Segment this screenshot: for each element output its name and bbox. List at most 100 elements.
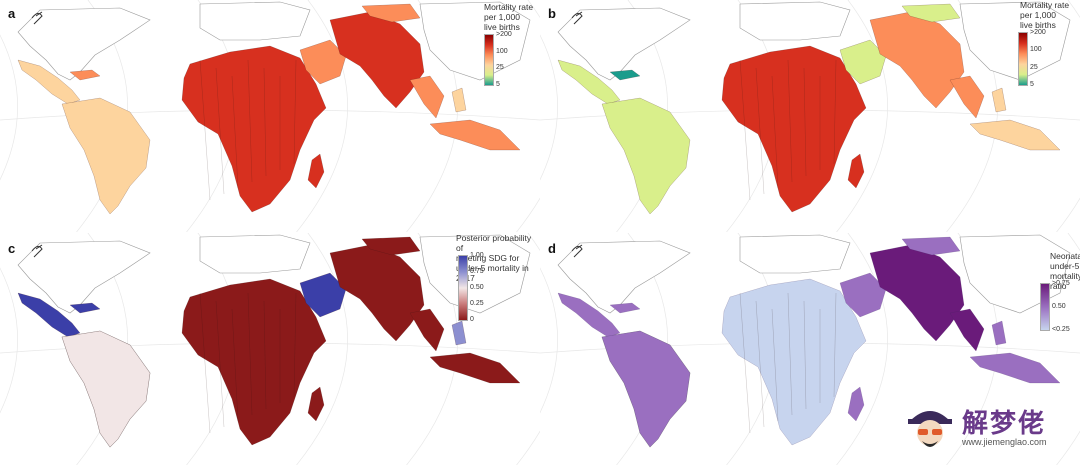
panel-letter-c: c <box>8 241 16 256</box>
region-south-asia <box>329 244 425 342</box>
legend-tick: 5 <box>496 81 500 88</box>
boundary-line <box>199 59 211 201</box>
region-indonesia <box>429 352 521 384</box>
legend-tick: 100 <box>1030 46 1042 54</box>
outline-east_asia <box>419 1 531 81</box>
boundary-line <box>755 300 765 428</box>
legend-tick: 0.50 <box>1052 303 1066 310</box>
boundary-line <box>231 308 239 422</box>
legend-tick: 0 <box>470 316 474 323</box>
legend-tick: >200 <box>496 31 512 38</box>
outline-europe <box>739 234 851 274</box>
region-south-am <box>601 330 691 448</box>
panel-letter-b: b <box>548 6 556 21</box>
graticule-line <box>1055 0 1080 232</box>
legend-title-line: under-5 mortality in 2017 <box>456 263 529 283</box>
boundary-line <box>771 75 779 189</box>
boundary-line <box>833 292 837 398</box>
region-south-am <box>61 97 151 215</box>
graticule-line <box>835 0 888 232</box>
legend-tick: 1.00 <box>470 252 484 259</box>
legend-tick: 0.75 <box>470 268 484 275</box>
boundary-line <box>771 308 779 422</box>
boundary-line <box>215 300 225 428</box>
boundary-line <box>215 67 225 195</box>
legend-tick: 25 <box>1030 63 1038 71</box>
graticule-line <box>835 233 888 465</box>
boundary-line <box>739 292 751 434</box>
region-south-asia <box>869 244 965 342</box>
region-africa <box>721 278 867 446</box>
legend-title-a: Mortality rate per 1,000 live births <box>484 2 533 32</box>
region-madagascar <box>307 153 325 189</box>
region-caribbean <box>69 302 101 314</box>
legend-tick: >200 <box>1030 29 1046 36</box>
region-africa <box>721 45 867 213</box>
graticule-line <box>515 233 540 465</box>
graticule-line <box>515 0 540 232</box>
compass-icon <box>31 244 43 258</box>
boundary-line <box>803 300 807 410</box>
region-arabia <box>299 272 347 318</box>
region-central-am <box>557 292 621 338</box>
boundary-line <box>739 59 751 201</box>
region-se-asia <box>409 75 445 119</box>
outline-europe <box>739 1 851 41</box>
map-c <box>0 233 540 465</box>
watermark-logo: 解梦佬 www.jiemenglao.com <box>904 399 1074 461</box>
legend-tick: 0.25 <box>470 300 484 307</box>
compass-icon <box>571 11 583 25</box>
legend-tick: 0.50 <box>470 284 484 291</box>
region-arabia <box>299 39 347 85</box>
region-madagascar <box>847 153 865 189</box>
graticule-line <box>295 0 348 232</box>
outline-europe <box>199 234 311 274</box>
legend-tick: <0.25 <box>1052 326 1070 333</box>
boundary-line <box>247 292 253 416</box>
region-se-asia <box>409 308 445 352</box>
panel-a: a Mortality rate per 1,000 live births >200 1… <box>0 0 540 232</box>
region-south-asia <box>869 11 965 109</box>
graticule-line <box>295 233 348 465</box>
region-caribbean <box>609 69 641 81</box>
graticule-line <box>1055 233 1080 465</box>
boundary-line <box>247 59 253 183</box>
boundary-line <box>263 300 267 410</box>
region-central-asia <box>361 236 421 256</box>
legend-title-line: under-5 <box>1050 261 1080 271</box>
region-madagascar <box>847 386 865 422</box>
legend-tick: >0.75 <box>1052 280 1070 287</box>
watermark-url: www.jiemenglao.com <box>962 437 1047 447</box>
legend-title-b: Mortality rate per 1,000 live births <box>1020 0 1069 30</box>
compass-icon <box>571 244 583 258</box>
legend-title-line: meeting SDG for <box>456 253 520 263</box>
panel-c: c Posterior probability of meeting SDG for… <box>0 233 540 465</box>
boundary-line <box>787 292 793 416</box>
boundary-line <box>833 59 837 165</box>
region-south-asia <box>329 11 425 109</box>
region-central-asia <box>901 3 961 23</box>
legend-title-line: live births <box>484 22 520 32</box>
legend-title-line: live births <box>1020 20 1056 30</box>
region-caribbean <box>69 69 101 81</box>
graticule-line <box>0 34 18 181</box>
legend-title-line: Mortality rate <box>484 2 534 12</box>
region-indonesia <box>969 352 1061 384</box>
legend-tick: 5 <box>1030 81 1034 88</box>
region-central-am <box>17 292 81 338</box>
boundary-line <box>803 67 807 177</box>
legend-title-c: Posterior probability of meeting SDG for u… <box>456 233 540 283</box>
region-indonesia <box>429 119 521 151</box>
boundary-line <box>263 67 267 177</box>
legend-colorbar-b <box>1018 32 1028 86</box>
panel-letter-a: a <box>8 6 16 21</box>
legend-title-line: Neonatal/ <box>1050 251 1080 261</box>
region-arabia <box>839 272 887 318</box>
boundary-line <box>199 292 211 434</box>
legend-tick: 25 <box>496 64 504 72</box>
panel-letter-d: d <box>548 241 556 256</box>
outline-east_asia <box>419 234 531 314</box>
legend-colorbar-a <box>484 34 494 86</box>
